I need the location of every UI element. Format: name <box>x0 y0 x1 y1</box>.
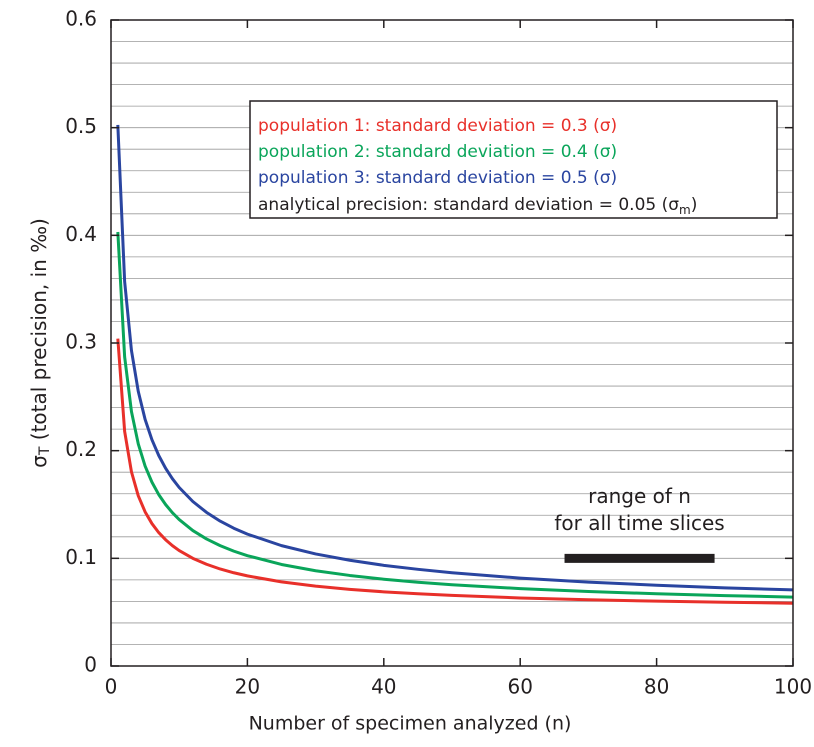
y-label-tail: (total precision, in ‰) <box>27 218 51 446</box>
x-tick-label: 20 <box>235 675 260 699</box>
y-tick-label: 0.2 <box>65 437 97 461</box>
y-label-sub: T <box>37 446 53 456</box>
note-tail: ) <box>691 195 698 215</box>
y-tick-label: 0.4 <box>65 222 97 246</box>
axes: 0 0.1 0.2 0.3 0.4 0.5 0.6 0 20 40 60 80 100 <box>65 7 812 699</box>
x-tick-label: 40 <box>371 675 396 699</box>
lines: range of n for all time slices <box>116 124 794 605</box>
legend-box <box>249 100 778 219</box>
legend: population 1: standard deviation = 0.3 (… <box>258 116 617 188</box>
note-text: analytical precision: standard deviation… <box>258 195 679 215</box>
series-line <box>116 338 794 605</box>
y-tick-label: 0.5 <box>65 114 97 138</box>
legend-entry: population 3: standard deviation = 0.5 (… <box>258 168 617 188</box>
y-tick-label: 0.6 <box>65 7 97 31</box>
x-axis-label: Number of specimen analyzed (n) <box>249 713 572 735</box>
legend-entry: population 1: standard deviation = 0.3 (… <box>258 116 617 136</box>
legend-entry: population 2: standard deviation = 0.4 (… <box>258 142 617 162</box>
series-line <box>116 231 794 599</box>
y-tick-label: 0.1 <box>65 545 97 569</box>
x-tick-label: 80 <box>644 675 669 699</box>
y-tick-label: 0 <box>84 653 97 677</box>
y-axis-label: σT (total precision, in ‰) <box>27 218 54 468</box>
range-label: range of n <box>588 484 691 508</box>
note-sub: m <box>679 203 691 217</box>
y-label-text: σ <box>27 455 51 468</box>
legend-note: analytical precision: standard deviation… <box>258 195 697 217</box>
x-tick-label: 0 <box>105 675 118 699</box>
x-tick-label: 100 <box>774 675 812 699</box>
x-tick-label: 60 <box>507 675 532 699</box>
y-tick-label: 0.3 <box>65 330 97 354</box>
range-label: for all time slices <box>554 511 724 535</box>
series-line <box>116 124 794 592</box>
